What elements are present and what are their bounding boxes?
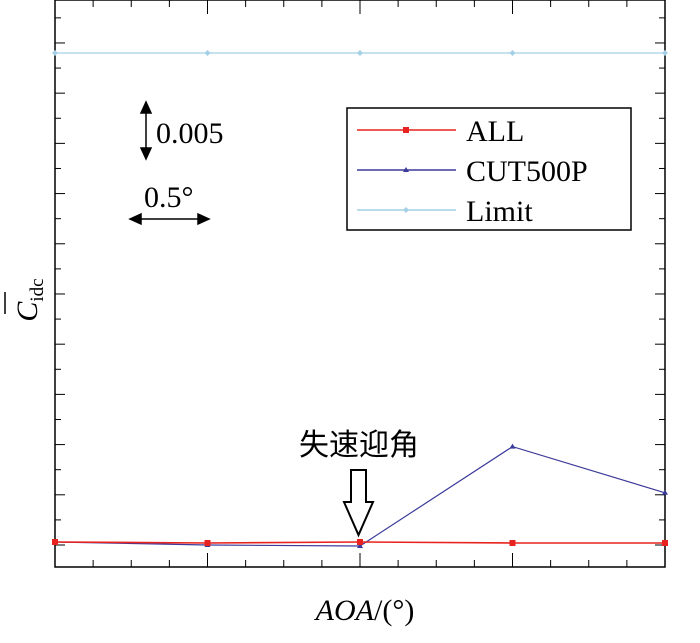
vertical-scale-label: 0.005	[156, 117, 224, 150]
svg-text:Cidc: Cidc	[11, 278, 48, 321]
legend: ALL CUT500P Limit	[346, 107, 632, 231]
legend-item-all: ALL	[357, 115, 524, 148]
y-axis-label-subscript: idc	[27, 278, 48, 301]
data-point-limit	[357, 50, 363, 56]
data-point-all	[357, 538, 363, 545]
legend-label-cut500p: CUT500P	[466, 155, 588, 188]
y-axis-label-main: C	[11, 301, 44, 322]
axis-ticks	[54, 0, 666, 567]
data-point-limit	[204, 50, 211, 56]
stall-angle-arrow	[342, 469, 375, 538]
legend-marker-cut500p	[403, 167, 409, 172]
data-point-all	[662, 539, 668, 546]
horizontal-scale-bar	[128, 212, 211, 226]
stall-angle-annotation: 失速迎角	[299, 428, 419, 463]
data-point-all	[509, 539, 516, 546]
legend-box	[346, 107, 632, 231]
data-point-all	[204, 539, 211, 546]
legend-marker-limit	[403, 207, 409, 213]
legend-marker-all	[403, 127, 409, 133]
x-axis-label: AOA/(°)	[314, 594, 415, 627]
x-axis-label-var: AOA	[314, 594, 375, 627]
data-point-cut500p	[357, 543, 363, 549]
y-axis-label: Cidc	[4, 278, 48, 322]
data-point-limit	[52, 50, 58, 56]
data-point-cut500p	[509, 443, 516, 449]
legend-item-limit: Limit	[357, 195, 533, 228]
series-all	[52, 538, 668, 546]
data-point-all	[52, 538, 58, 545]
legend-label-limit: Limit	[466, 195, 533, 228]
legend-item-cut500p: CUT500P	[357, 155, 588, 188]
data-point-cut500p	[662, 489, 668, 495]
vertical-scale-bar	[139, 100, 153, 161]
data-point-limit	[509, 50, 516, 56]
series-layer	[52, 50, 668, 549]
data-point-limit	[662, 50, 668, 56]
legend-label-all: ALL	[466, 115, 524, 148]
horizontal-scale-label: 0.5°	[144, 181, 194, 214]
series-limit	[52, 50, 668, 56]
x-axis-label-unit: /(°)	[374, 594, 414, 627]
